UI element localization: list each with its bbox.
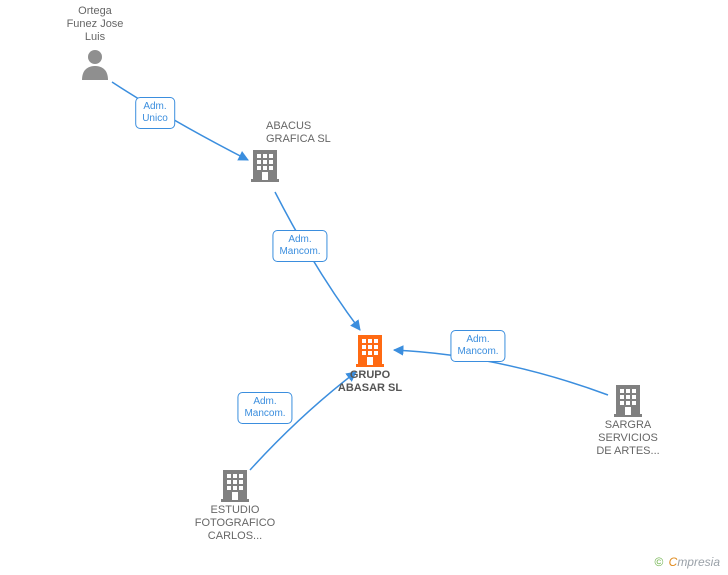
node-ortega[interactable]: Ortega Funez Jose Luis (80, 48, 110, 80)
building-icon (355, 333, 385, 367)
building-icon (220, 468, 250, 502)
building-icon (250, 148, 280, 182)
node-sargra[interactable]: SARGRA SERVICIOS DE ARTES... (613, 383, 643, 417)
node-grupo[interactable]: GRUPO ABASAR SL (355, 333, 385, 367)
diagram-canvas: Ortega Funez Jose Luis ABACUS GRAFICA SL… (0, 0, 728, 575)
building-icon (613, 383, 643, 417)
node-estudio[interactable]: ESTUDIO FOTOGRAFICO CARLOS... (220, 468, 250, 502)
watermark-text: mpresia (677, 555, 720, 569)
edge-label: Adm. Mancom. (237, 392, 292, 424)
node-label: ABACUS GRAFICA SL (266, 120, 346, 146)
edges-layer (0, 0, 728, 575)
node-label: GRUPO ABASAR SL (330, 369, 410, 395)
copyright-symbol: © (654, 555, 663, 569)
edge-sargra-grupo (394, 350, 608, 395)
person-icon (80, 48, 110, 80)
node-label: SARGRA SERVICIOS DE ARTES... (583, 419, 673, 458)
edge-label: Adm. Unico (135, 97, 175, 129)
node-label: ESTUDIO FOTOGRAFICO CARLOS... (185, 504, 285, 543)
edge-abacus-grupo (275, 192, 360, 330)
edge-label: Adm. Mancom. (272, 230, 327, 262)
edge-ortega-abacus (112, 82, 248, 160)
edge-label: Adm. Mancom. (450, 330, 505, 362)
node-abacus[interactable]: ABACUS GRAFICA SL (250, 148, 280, 182)
watermark: © Cmpresia (654, 555, 720, 569)
node-label: Ortega Funez Jose Luis (55, 5, 135, 44)
watermark-prefix: C (669, 555, 678, 569)
